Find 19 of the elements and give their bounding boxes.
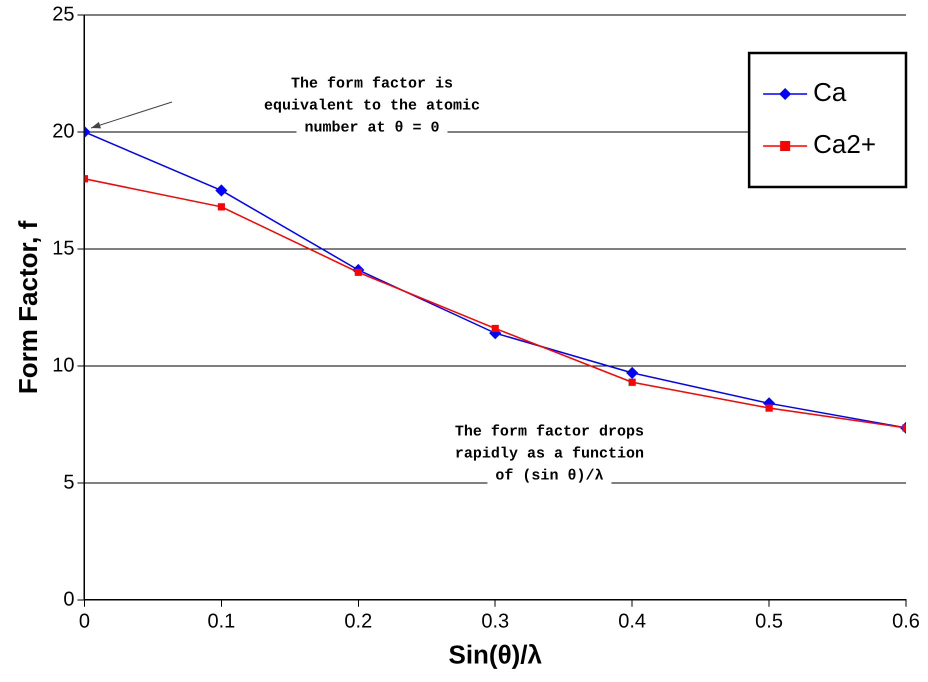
y-tick-label: 0 (63, 588, 74, 610)
x-tick-label: 0 (78, 610, 90, 632)
x-tick-label: 0.5 (755, 610, 783, 632)
x-tick-label: 0.3 (481, 610, 510, 632)
annotation: The form factor drops rapidly as a function of (sin θ)/λ (454, 424, 644, 485)
x-axis-title: Sin(θ)/λ (448, 640, 543, 670)
legend-label: Ca2+ (813, 129, 876, 160)
x-tick-label: 0.2 (344, 610, 372, 632)
annotation: The form factor is equivalent to the atomic number at θ = 0 (264, 76, 480, 137)
y-tick-label: 5 (63, 471, 74, 494)
x-tick-label: 0.4 (618, 610, 646, 632)
legend-label: Ca (813, 77, 847, 108)
y-tick-label: 15 (52, 237, 74, 260)
y-tick-label: 25 (52, 4, 74, 26)
y-tick-label: 20 (52, 120, 74, 142)
x-tick-label: 0.1 (207, 610, 236, 632)
x-tick-label: 0.6 (892, 610, 920, 632)
y-axis-title: Form Factor, f (12, 220, 43, 394)
y-tick-label: 10 (52, 354, 74, 376)
